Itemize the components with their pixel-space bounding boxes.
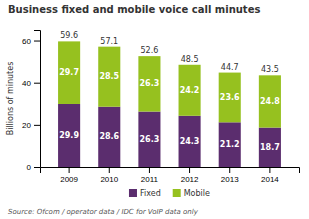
tick-mark	[149, 167, 150, 173]
legend-label: Fixed	[140, 189, 161, 198]
tick-label: 60	[22, 37, 31, 46]
data-label: 18.7	[260, 143, 280, 152]
tick-mark	[34, 41, 40, 42]
tick-label: 0	[27, 163, 32, 172]
total-label: 43.5	[261, 65, 279, 74]
tick-label: 2011	[141, 175, 159, 184]
x-axis: 2009 2010 2011 2012 2013 2014	[41, 167, 300, 184]
plot: 29.9 28.6 26.3 24.3 21.2 18.7 29.7 28.5 26.3 24.2…	[22, 31, 299, 184]
title: Business fixed and mobile voice call min…	[8, 4, 260, 15]
total-label: 48.5	[181, 55, 199, 64]
tick-mark	[229, 167, 230, 173]
bar-segment	[219, 73, 241, 123]
y-axis-title: Billions of minutes	[6, 62, 15, 136]
bar-segment	[259, 75, 281, 127]
legend: Fixed Mobile	[129, 189, 210, 198]
data-label: 24.8	[260, 97, 280, 106]
tick-label: 2014	[261, 175, 279, 184]
tick-mark	[189, 167, 190, 173]
legend-label: Mobile	[184, 189, 210, 198]
tick-label: 2010	[100, 175, 118, 184]
tick-label: 2013	[221, 175, 239, 184]
tick-mark	[109, 167, 110, 173]
axis-domain	[34, 31, 41, 168]
data-label: 23.6	[220, 93, 240, 102]
bar-segment	[58, 104, 80, 167]
bar-segment	[138, 112, 160, 167]
bar-segment	[58, 41, 80, 104]
data-label: 29.7	[59, 68, 79, 77]
tick: 2011	[141, 167, 159, 184]
bar-segment	[259, 128, 281, 167]
data-label: 28.5	[99, 72, 119, 81]
bar-segment	[179, 65, 201, 116]
tick-mark	[34, 83, 40, 84]
bar-segment	[98, 107, 120, 167]
total-label: 44.7	[221, 63, 239, 72]
tick: 2014	[261, 167, 279, 184]
tick: 20	[22, 121, 40, 130]
annotation: Source: Ofcom / operator data / IDC for …	[8, 208, 199, 216]
bar-segment	[219, 122, 241, 167]
tick: 40	[22, 79, 40, 88]
total-label: 59.6	[60, 31, 78, 40]
bar-segment	[138, 56, 160, 111]
tick-label: 2012	[181, 175, 199, 184]
data-label: 29.9	[59, 131, 79, 140]
bars	[58, 41, 281, 167]
total-label: 57.1	[100, 37, 118, 46]
tick: 2010	[100, 167, 118, 184]
data-label: 24.3	[180, 137, 200, 146]
tick: 0	[27, 163, 40, 172]
legend-item: Fixed	[129, 189, 161, 198]
tick-mark	[34, 125, 40, 126]
y-axis: 0 20 40 60	[22, 31, 40, 173]
axis-domain	[41, 168, 300, 174]
tick: 2013	[221, 167, 239, 184]
tick-mark	[69, 167, 70, 173]
tick: 60	[22, 37, 40, 46]
data-labels: 29.9 28.6 26.3 24.3 21.2 18.7 29.7 28.5 26.3 24.2…	[59, 31, 280, 151]
data-label: 26.3	[140, 79, 160, 88]
tick-label: 20	[22, 121, 31, 130]
legend-swatch	[173, 189, 181, 197]
tick-mark	[269, 167, 270, 173]
bar-segment	[179, 116, 201, 167]
tick: 2009	[60, 167, 78, 184]
data-label: 24.2	[180, 86, 200, 95]
tick-label: 40	[22, 79, 31, 88]
legend-item: Mobile	[173, 189, 210, 198]
legend-swatch	[129, 189, 137, 197]
data-label: 26.3	[140, 135, 160, 144]
chart: Business fixed and mobile voice call min…	[0, 0, 309, 219]
tick: 2012	[181, 167, 199, 184]
tick-mark	[34, 167, 40, 168]
data-label: 28.6	[99, 132, 119, 141]
tick-label: 2009	[60, 175, 78, 184]
total-label: 52.6	[141, 46, 159, 55]
data-label: 21.2	[220, 140, 240, 149]
bar-segment	[98, 47, 120, 107]
